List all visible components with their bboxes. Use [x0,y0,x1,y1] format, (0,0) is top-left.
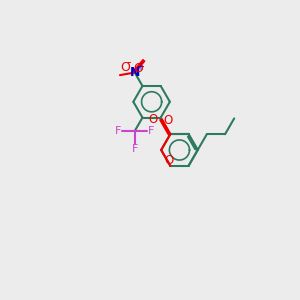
Text: F: F [115,126,122,136]
Text: O: O [165,154,174,166]
Text: N: N [130,66,140,79]
Text: +: + [136,62,144,72]
Text: -: - [127,56,131,69]
Text: O: O [163,114,172,127]
Text: F: F [148,126,154,136]
Text: F: F [131,144,138,154]
Text: O: O [133,62,143,75]
Text: O: O [148,113,158,126]
Text: O: O [121,61,130,74]
